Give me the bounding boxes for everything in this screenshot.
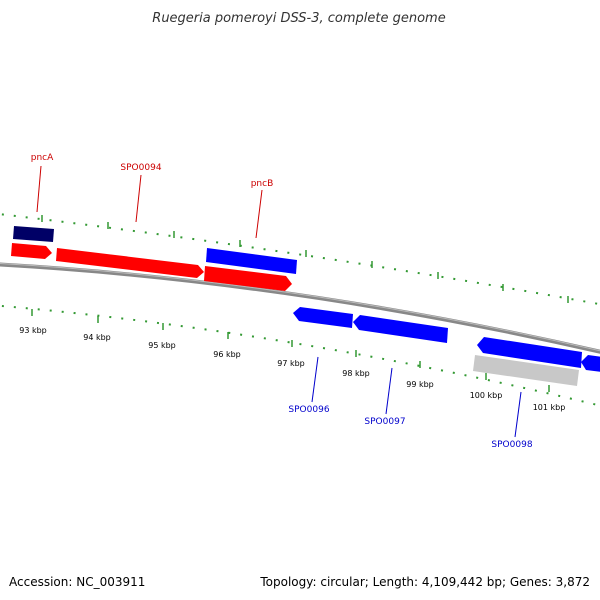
gene-arrow-pncA [11, 243, 52, 259]
inner-tick-ring-dots [0, 304, 600, 407]
inner-tick-ring [0, 304, 600, 407]
gene-label-SPO0094: SPO0094 [120, 163, 161, 173]
label-leader-line [514, 391, 522, 438]
gene-label-pncB: pncB [251, 179, 274, 189]
accession-text: Accession: NC_003911 [9, 575, 145, 589]
tick-label: 94 kbp [83, 333, 111, 342]
forward-gene-labels: pncA SPO0094 pncB [31, 153, 274, 239]
gene-arrow-offscreen [581, 355, 600, 372]
label-leader-line [135, 174, 142, 223]
feature-dark-block [13, 226, 54, 242]
forward-strand [11, 226, 297, 291]
tick-label: 98 kbp [342, 369, 370, 378]
reverse-gene-labels: SPO0096 SPO0097 SPO0098 [288, 356, 533, 450]
label-leader-line [311, 356, 319, 403]
outer-tick-ring-dots [0, 213, 600, 306]
gene-arrow-SPO0094 [56, 248, 204, 278]
feature-gray-block [473, 355, 579, 386]
map-title: Ruegeria pomeroyi DSS-3, complete genome [152, 11, 445, 26]
inner-major-ticks [31, 309, 550, 392]
gene-arrow-pncB [204, 266, 292, 291]
outer-tick-ring [0, 213, 600, 306]
gene-label-SPO0097: SPO0097 [364, 417, 405, 427]
label-leader-line [36, 165, 42, 213]
genome-backbone-highlight [0, 263, 600, 352]
gene-arrow-SPO0097 [353, 315, 448, 343]
gene-arrow-SPO0098 [477, 337, 582, 368]
tick-label: 99 kbp [406, 380, 434, 389]
label-leader-line [255, 189, 263, 239]
tick-label: 96 kbp [213, 350, 241, 359]
genome-backbone [0, 262, 600, 354]
tick-label: 95 kbp [148, 341, 176, 350]
genome-summary-text: Topology: circular; Length: 4,109,442 bp… [259, 575, 590, 589]
gene-label-pncA: pncA [31, 153, 54, 163]
tick-label: 97 kbp [277, 359, 305, 368]
gene-arrow-SPO0096 [293, 307, 353, 328]
gene-label-SPO0098: SPO0098 [491, 440, 532, 450]
tick-label: 100 kbp [470, 391, 503, 400]
reverse-strand [293, 307, 600, 386]
feature-blue-block [206, 248, 297, 274]
tick-labels: 93 kbp 94 kbp 95 kbp 96 kbp 97 kbp 98 kb… [19, 326, 565, 412]
outer-major-ticks [41, 215, 569, 303]
gene-label-SPO0096: SPO0096 [288, 405, 329, 415]
tick-label: 101 kbp [533, 403, 566, 412]
label-leader-line [385, 367, 393, 415]
tick-label: 93 kbp [19, 326, 47, 335]
